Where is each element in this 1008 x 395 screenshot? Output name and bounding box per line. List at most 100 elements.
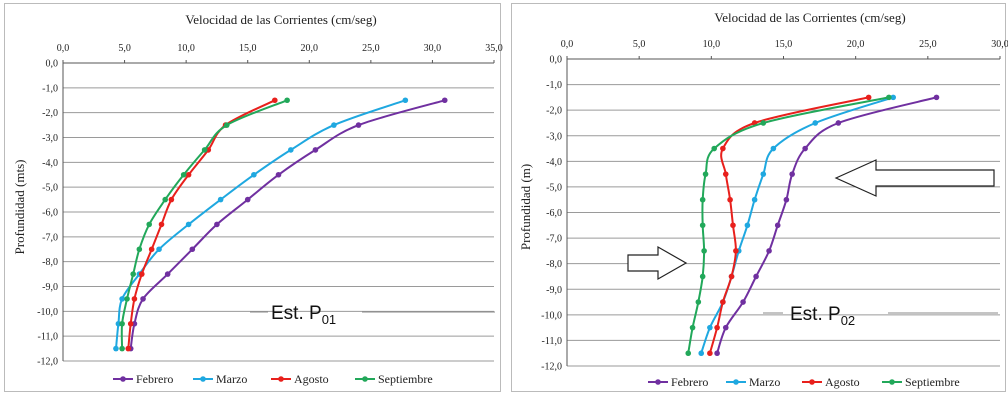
- data-point-marzo: [707, 324, 713, 331]
- data-point-marzo: [251, 171, 257, 178]
- data-point-febrero: [802, 145, 808, 152]
- chart-panel-est-p02: Velocidad de las Corrientes (cm/seg) Pro…: [511, 3, 1008, 392]
- data-point-marzo: [119, 296, 125, 302]
- data-point-febrero: [355, 122, 362, 128]
- legend-marker: [889, 379, 895, 385]
- data-point-marzo: [751, 196, 758, 203]
- data-point-septiembre: [162, 196, 169, 203]
- legend-label: Septiembre: [905, 375, 960, 389]
- legend-label: Marzo: [749, 375, 780, 389]
- x-tick-label: 5,0: [118, 43, 131, 54]
- data-point-septiembre: [760, 120, 767, 126]
- data-point-agosto: [720, 145, 726, 152]
- data-point-marzo: [331, 122, 337, 128]
- data-point-septiembre: [702, 171, 709, 177]
- data-point-febrero: [275, 171, 282, 178]
- y-tick-labels: 0,0 -1,0 -2,0 -3,0 -4,0 -5,0 -6,0 -7,0 -8,0 -9,0 -…: [541, 55, 562, 373]
- legend-marker: [200, 376, 206, 382]
- data-point-septiembre: [699, 273, 706, 280]
- y-tick-label: -10,0: [37, 307, 58, 318]
- series-lines: [113, 97, 448, 352]
- station-annotation: Est. P01: [250, 303, 495, 327]
- data-point-febrero: [789, 171, 795, 177]
- data-point-septiembre: [701, 248, 707, 254]
- y-tick-label: -5,0: [42, 183, 58, 194]
- data-point-febrero: [740, 299, 746, 305]
- data-point-septiembre: [689, 324, 696, 331]
- station-label-sub: 02: [841, 313, 855, 328]
- data-point-febrero: [214, 221, 220, 228]
- x-tick-label: 0,0: [57, 43, 70, 54]
- chart-panel-est-p01: Velocidad de las Corrientes (cm/seg) Pro…: [4, 3, 503, 392]
- data-point-marzo: [812, 120, 819, 126]
- y-tick-label: -6,0: [42, 208, 58, 219]
- legend-item-septiembre: Septiembre: [355, 372, 433, 386]
- grid-lines: [62, 60, 495, 362]
- legend-label: Marzo: [216, 372, 247, 386]
- x-tick-label: 5,0: [633, 39, 646, 50]
- y-tick-label: -1,0: [546, 80, 562, 91]
- y-tick-labels: 0,0 -1,0 -2,0 -3,0 -4,0 -5,0 -6,0 -7,0 -8,0 -9,0 -…: [37, 59, 58, 368]
- data-point-febrero: [140, 296, 146, 302]
- x-tick-labels: 0,0 5,0 10,0 15,0 20,0 25,0 30,0: [561, 39, 1008, 50]
- data-point-febrero: [441, 97, 448, 104]
- legend-label: Febrero: [671, 375, 708, 389]
- data-point-agosto: [730, 222, 736, 229]
- data-point-septiembre: [685, 350, 692, 357]
- y-axis-label: Profundidad (m): [518, 164, 533, 250]
- y-tick-label: -6,0: [546, 208, 562, 219]
- data-point-agosto: [722, 171, 729, 177]
- data-point-febrero: [189, 246, 196, 253]
- y-tick-label: -12,0: [541, 362, 562, 373]
- panel-border: [4, 3, 501, 392]
- legend-marker: [809, 379, 815, 385]
- data-point-septiembre: [180, 171, 187, 178]
- y-tick-label: -3,0: [546, 131, 562, 142]
- data-point-agosto: [131, 296, 138, 302]
- x-tick-label: 30,0: [424, 43, 442, 54]
- chart-title: Velocidad de las Corrientes (cm/seg): [714, 10, 905, 25]
- series-lines: [685, 94, 940, 357]
- legend-marker: [733, 379, 739, 385]
- data-point-febrero: [753, 273, 759, 280]
- y-tick-label: -10,0: [541, 310, 562, 321]
- data-point-septiembre: [695, 299, 702, 305]
- data-point-febrero: [774, 222, 781, 229]
- legend-marker: [120, 376, 126, 382]
- data-point-marzo: [156, 246, 162, 253]
- legend: Febrero Marzo Agosto Septiembre: [113, 372, 433, 386]
- data-point-febrero: [722, 324, 729, 331]
- data-point-septiembre: [124, 296, 130, 302]
- data-point-marzo: [698, 350, 705, 357]
- legend: Febrero Marzo Agosto Septiembre: [648, 375, 960, 389]
- legend-marker: [278, 376, 284, 382]
- legend-item-marzo: Marzo: [726, 375, 780, 389]
- x-tick-label: 35,0: [485, 43, 503, 54]
- y-tick-label: -7,0: [42, 232, 58, 243]
- y-tick-label: 0,0: [550, 55, 563, 66]
- y-tick-label: -9,0: [546, 285, 562, 296]
- y-tick-label: -5,0: [546, 182, 562, 193]
- y-tick-label: -1,0: [42, 83, 58, 94]
- data-point-febrero: [244, 196, 251, 203]
- panel-border: [511, 3, 1006, 392]
- station-label-sub: 01: [322, 312, 336, 327]
- data-point-marzo: [770, 145, 777, 152]
- data-point-marzo: [890, 94, 896, 101]
- y-tick-label: -7,0: [546, 234, 562, 245]
- legend-item-marzo: Marzo: [193, 372, 247, 386]
- data-point-septiembre: [886, 94, 892, 101]
- y-tick-label: -4,0: [546, 157, 562, 168]
- data-point-febrero: [783, 196, 790, 203]
- legend-item-febrero: Febrero: [648, 375, 708, 389]
- data-point-febrero: [714, 350, 720, 357]
- data-point-febrero: [933, 94, 940, 101]
- legend-label: Febrero: [136, 372, 173, 386]
- data-point-agosto: [714, 324, 720, 331]
- x-tick-label: 10,0: [177, 43, 195, 54]
- station-label: Est. P02: [790, 304, 855, 328]
- x-tick-label: 15,0: [239, 43, 257, 54]
- data-point-agosto: [272, 97, 278, 104]
- chart-title: Velocidad de las Corrientes (cm/seg): [185, 12, 376, 27]
